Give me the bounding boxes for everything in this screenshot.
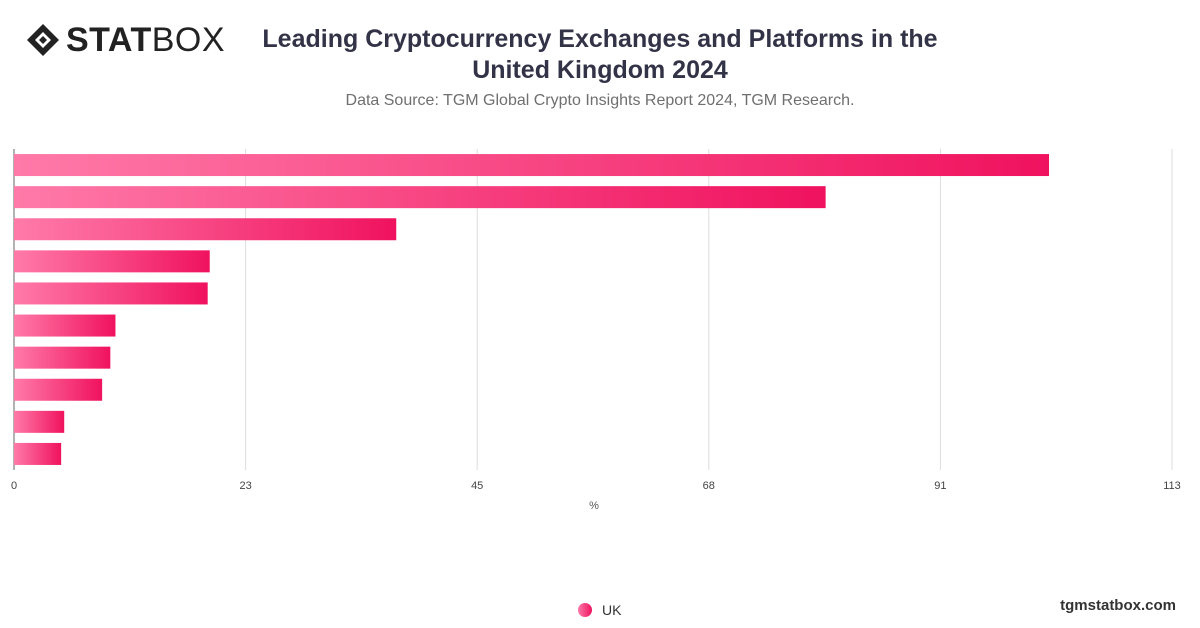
legend-label-uk: UK bbox=[602, 602, 622, 618]
bar[interactable] bbox=[14, 442, 62, 465]
bar[interactable] bbox=[14, 378, 103, 401]
statbox-diamond-icon bbox=[27, 24, 59, 56]
bar[interactable] bbox=[14, 314, 116, 337]
bar[interactable] bbox=[14, 410, 65, 433]
x-axis-title: % bbox=[589, 500, 599, 512]
x-tick-label: 68 bbox=[703, 480, 715, 492]
bar[interactable] bbox=[14, 218, 397, 241]
bar[interactable] bbox=[14, 282, 208, 305]
logo-wordmark: STATBOX bbox=[66, 22, 225, 58]
x-tick-label: 113 bbox=[1163, 480, 1181, 492]
x-tick-label: 91 bbox=[934, 480, 946, 492]
footer-site: tgmstatbox.com bbox=[1060, 597, 1176, 614]
logo-stat: STAT bbox=[66, 21, 152, 59]
x-tick-label: 23 bbox=[239, 480, 251, 492]
x-tick-label: 0 bbox=[11, 480, 17, 492]
statbox-logo: STATBOX bbox=[26, 22, 225, 58]
chart-subtitle: Data Source: TGM Global Crypto Insights … bbox=[345, 92, 855, 109]
bar[interactable] bbox=[14, 346, 111, 369]
legend[interactable]: UK bbox=[578, 602, 621, 618]
legend-marker-uk bbox=[578, 603, 592, 617]
bar[interactable] bbox=[14, 154, 1050, 177]
bar[interactable] bbox=[14, 186, 826, 209]
x-tick-label: 45 bbox=[471, 480, 483, 492]
bar[interactable] bbox=[14, 250, 210, 273]
logo-box: BOX bbox=[151, 21, 226, 59]
chart-title: Leading Cryptocurrency Exchanges and Pla… bbox=[262, 25, 938, 84]
